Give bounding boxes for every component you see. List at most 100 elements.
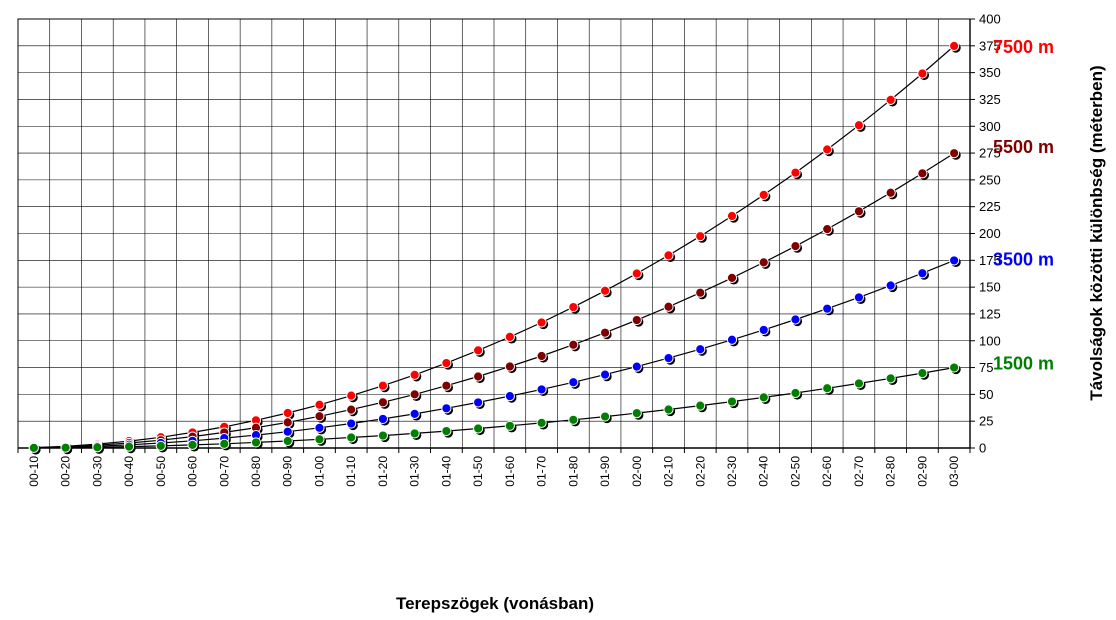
data-point	[346, 390, 357, 401]
y-tick-label: 75	[979, 360, 993, 375]
data-point	[409, 369, 420, 380]
data-point	[853, 206, 865, 217]
y-tick-label: 200	[979, 226, 1001, 241]
data-point	[822, 224, 833, 235]
series-line	[33, 259, 955, 449]
data-point	[885, 373, 896, 384]
y-tick-label: 25	[979, 414, 993, 429]
data-point	[473, 371, 484, 382]
x-tick-label: 00-10	[27, 456, 41, 487]
data-point	[758, 324, 769, 336]
data-point	[949, 40, 960, 52]
x-tick-label: 02-40	[757, 456, 771, 487]
x-tick-label: 00-30	[90, 456, 104, 487]
data-point	[473, 397, 484, 408]
y-tick-label: 250	[979, 172, 1001, 187]
data-point	[409, 408, 420, 419]
x-tick-label: 02-70	[852, 456, 866, 487]
data-point	[663, 404, 674, 415]
x-tick-label: 01-60	[503, 456, 517, 487]
data-point	[377, 430, 389, 441]
data-point	[504, 331, 515, 342]
y-tick-label: 150	[979, 280, 1001, 295]
x-tick-label: 02-50	[788, 456, 802, 487]
x-tick-label: 00-70	[217, 456, 231, 487]
x-axis: 00-10 00-20 00-30 00-40 00-50 00-60 00-70 00-80…	[17, 447, 971, 487]
data-point	[631, 314, 642, 326]
y-tick-label: 50	[979, 387, 993, 402]
data-point	[504, 420, 515, 431]
data-point	[695, 231, 706, 242]
data-point	[949, 255, 960, 266]
data-point	[631, 268, 642, 279]
data-point	[917, 168, 928, 179]
data-point	[695, 344, 706, 355]
data-point	[726, 396, 738, 407]
data-point	[949, 362, 960, 373]
y-tick-label: 350	[979, 65, 1001, 80]
data-point	[123, 441, 135, 452]
data-point	[790, 387, 801, 399]
data-point	[536, 317, 547, 328]
data-point	[853, 378, 865, 389]
data-point	[917, 368, 928, 379]
data-point	[314, 434, 325, 445]
data-point	[885, 280, 896, 291]
y-tick-label: 100	[979, 333, 1001, 348]
data-point	[282, 417, 293, 428]
y-tick-label: 175	[979, 253, 1001, 268]
data-point	[377, 380, 389, 391]
data-point	[219, 438, 230, 449]
y-tick-label: 0	[979, 441, 986, 456]
x-tick-label: 01-50	[471, 456, 485, 487]
series-line	[33, 45, 955, 449]
x-tick-label: 00-90	[281, 456, 295, 487]
data-point	[282, 435, 293, 447]
data-point	[155, 440, 166, 451]
series-label: 5500 m	[993, 137, 1054, 157]
data-point	[790, 241, 801, 252]
data-point	[250, 437, 262, 448]
data-point	[822, 303, 833, 314]
data-point	[346, 432, 357, 443]
series-group	[28, 40, 961, 455]
data-point	[441, 357, 452, 369]
data-point	[949, 148, 960, 159]
data-point	[695, 400, 706, 411]
x-tick-label: 01-20	[376, 456, 390, 487]
x-tick-label: 00-50	[154, 456, 168, 487]
data-point	[663, 353, 674, 364]
data-point	[28, 442, 39, 453]
series-line	[33, 152, 955, 449]
x-tick-label: 03-00	[947, 456, 961, 487]
data-point	[568, 339, 579, 350]
data-point	[60, 442, 71, 453]
data-point	[853, 292, 865, 303]
data-point	[726, 210, 738, 222]
data-point	[631, 408, 642, 419]
x-tick-label: 00-20	[59, 456, 73, 487]
x-tick-label: 02-80	[884, 456, 898, 487]
data-point	[314, 422, 325, 433]
data-point	[631, 361, 642, 372]
x-tick-label: 02-00	[630, 456, 644, 487]
data-point	[377, 397, 389, 408]
data-point	[314, 399, 325, 410]
x-axis-title: Terepszögek (vonásban)	[396, 594, 594, 613]
x-tick-label: 02-20	[693, 456, 707, 487]
x-tick-label: 02-30	[725, 456, 739, 487]
data-point	[536, 417, 547, 429]
y-tick-label: 325	[979, 92, 1001, 107]
data-point	[758, 189, 769, 200]
data-point	[441, 425, 452, 437]
data-point	[885, 187, 896, 198]
data-point	[822, 383, 833, 394]
data-point	[473, 423, 484, 434]
data-point	[568, 377, 579, 388]
data-point	[282, 407, 293, 419]
x-tick-label: 00-80	[249, 456, 263, 487]
data-point	[758, 392, 769, 403]
x-tick-label: 01-90	[598, 456, 612, 487]
series-label: 1500 m	[993, 354, 1054, 374]
